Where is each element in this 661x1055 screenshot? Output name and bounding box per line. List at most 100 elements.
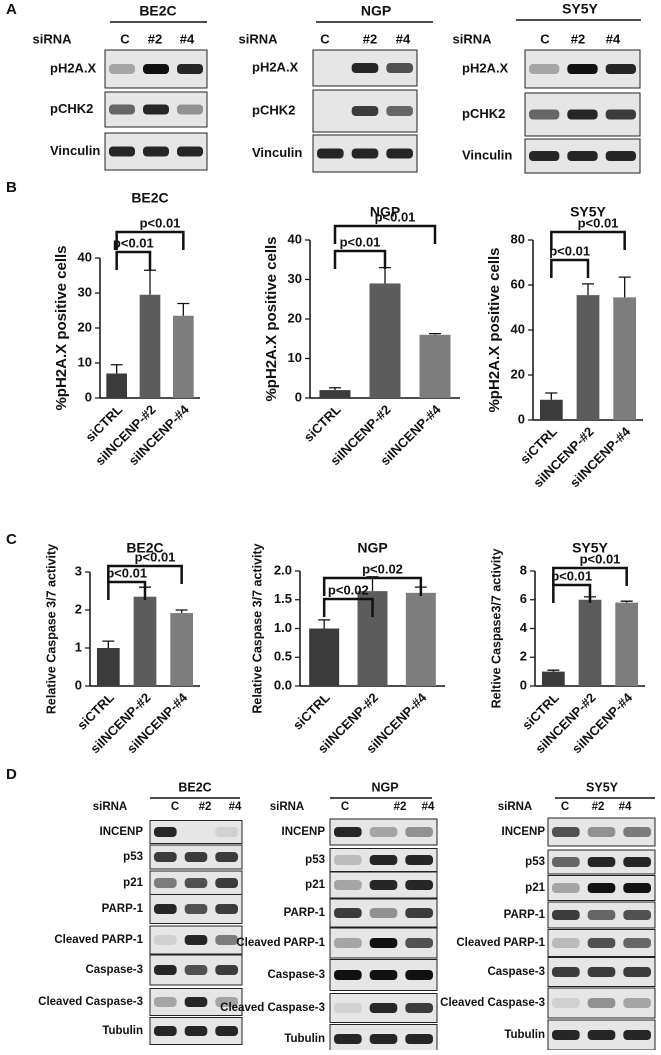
y-tick-label: 0 xyxy=(85,389,92,404)
lane-label: #2 xyxy=(571,31,585,46)
blot-row xyxy=(149,820,243,844)
blot-row-label: INCENP xyxy=(282,826,326,838)
y-tick-label: 2.0 xyxy=(274,562,292,577)
y-tick-label: 0 xyxy=(520,677,527,692)
blot-row-label: Cleaved Caspase-3 xyxy=(220,1002,325,1014)
blot-row-label: Vinculin xyxy=(252,145,302,160)
band xyxy=(369,938,398,948)
band xyxy=(529,151,560,161)
band xyxy=(552,883,580,893)
p-value: p<0.01 xyxy=(578,215,619,230)
band xyxy=(405,1034,433,1044)
band xyxy=(154,935,177,945)
significance-bracket xyxy=(115,230,185,250)
significance-bracket xyxy=(552,583,592,603)
band xyxy=(552,1030,580,1040)
blot-row-label: Cleaved Caspase-3 xyxy=(440,997,545,1009)
band xyxy=(567,109,598,120)
band xyxy=(351,148,379,159)
band xyxy=(623,857,651,867)
band xyxy=(405,880,433,890)
band xyxy=(334,970,362,980)
lane-label: #4 xyxy=(606,31,621,46)
lane-label: C xyxy=(540,31,550,46)
lane-label: #2 xyxy=(148,31,162,46)
significance-bracket xyxy=(550,230,626,250)
band xyxy=(154,878,177,888)
lane-label: #4 xyxy=(396,31,411,46)
blot-row-label: pH2A.X xyxy=(50,60,97,75)
band xyxy=(334,1003,362,1013)
band xyxy=(587,1030,616,1040)
y-tick-label: 2 xyxy=(75,601,82,616)
band xyxy=(623,883,651,893)
error-bar xyxy=(582,283,594,296)
bar xyxy=(419,334,451,398)
blot-row-label: INCENP xyxy=(100,826,144,838)
chart-title: BE2C xyxy=(126,540,163,556)
bar xyxy=(539,399,563,420)
p-value: p<0.01 xyxy=(140,215,181,230)
y-axis-label: %pH2A.X positive cells xyxy=(53,245,70,410)
band xyxy=(184,935,208,945)
band xyxy=(109,104,135,115)
significance-bracket xyxy=(107,564,183,584)
band xyxy=(369,970,398,980)
band xyxy=(334,1034,362,1044)
significance-bracket xyxy=(107,580,147,600)
y-tick-label: 20 xyxy=(511,366,525,381)
band xyxy=(215,965,238,975)
y-tick-label: 1.5 xyxy=(274,591,292,606)
blot-row-label: pCHK2 xyxy=(462,106,505,121)
band xyxy=(351,106,379,116)
lane-label: #4 xyxy=(619,801,632,813)
blot-title: BE2C xyxy=(139,3,176,19)
blot-row-label: p53 xyxy=(525,856,545,868)
sirna-label: siRNA xyxy=(452,31,492,46)
band xyxy=(177,104,203,115)
bar xyxy=(576,295,600,420)
lane-label: C xyxy=(171,801,179,813)
error-bar xyxy=(110,364,123,374)
p-value: p<0.01 xyxy=(135,549,176,564)
blot-row-label: p21 xyxy=(305,879,325,891)
bar xyxy=(369,283,401,398)
blot-row-label: pH2A.X xyxy=(462,60,509,75)
band xyxy=(605,64,636,74)
blot-row-label: p21 xyxy=(525,882,545,894)
band xyxy=(405,1003,433,1013)
blot-row-label: p21 xyxy=(123,877,143,889)
blot-row-label: Tubulin xyxy=(102,1025,143,1037)
band xyxy=(177,146,203,157)
y-tick-label: 8 xyxy=(520,562,527,577)
blot-row-label: Tubulin xyxy=(284,1033,325,1045)
bar xyxy=(133,596,157,686)
bar xyxy=(106,373,127,398)
band xyxy=(215,1026,238,1036)
y-axis-label: %pH2A.X positive cells xyxy=(486,247,503,412)
band xyxy=(154,827,177,837)
band xyxy=(587,910,616,920)
bar xyxy=(319,390,351,398)
y-tick-label: 1 xyxy=(75,639,82,654)
band xyxy=(154,1026,177,1036)
band xyxy=(143,104,169,115)
y-tick-label: 30 xyxy=(288,271,302,286)
lane-label: #2 xyxy=(363,31,377,46)
significance-bracket xyxy=(333,249,387,269)
band xyxy=(552,938,580,948)
blot-row-label: Vinculin xyxy=(462,147,512,162)
y-tick-label: 40 xyxy=(288,231,302,246)
p-value: p<0.02 xyxy=(328,582,369,597)
band xyxy=(369,1034,398,1044)
p-value: p<0.01 xyxy=(549,243,590,258)
blot-row-label: Cleaved Caspase-3 xyxy=(38,996,143,1008)
y-tick-label: 30 xyxy=(78,284,92,299)
band xyxy=(587,857,616,867)
blot-row-label: p53 xyxy=(123,851,143,863)
sirna-label: siRNA xyxy=(32,31,72,46)
lane-label: #2 xyxy=(199,801,212,813)
lane-label: C xyxy=(320,31,330,46)
y-tick-label: 0 xyxy=(75,677,82,692)
blot-row-label: PARP-1 xyxy=(102,903,144,915)
